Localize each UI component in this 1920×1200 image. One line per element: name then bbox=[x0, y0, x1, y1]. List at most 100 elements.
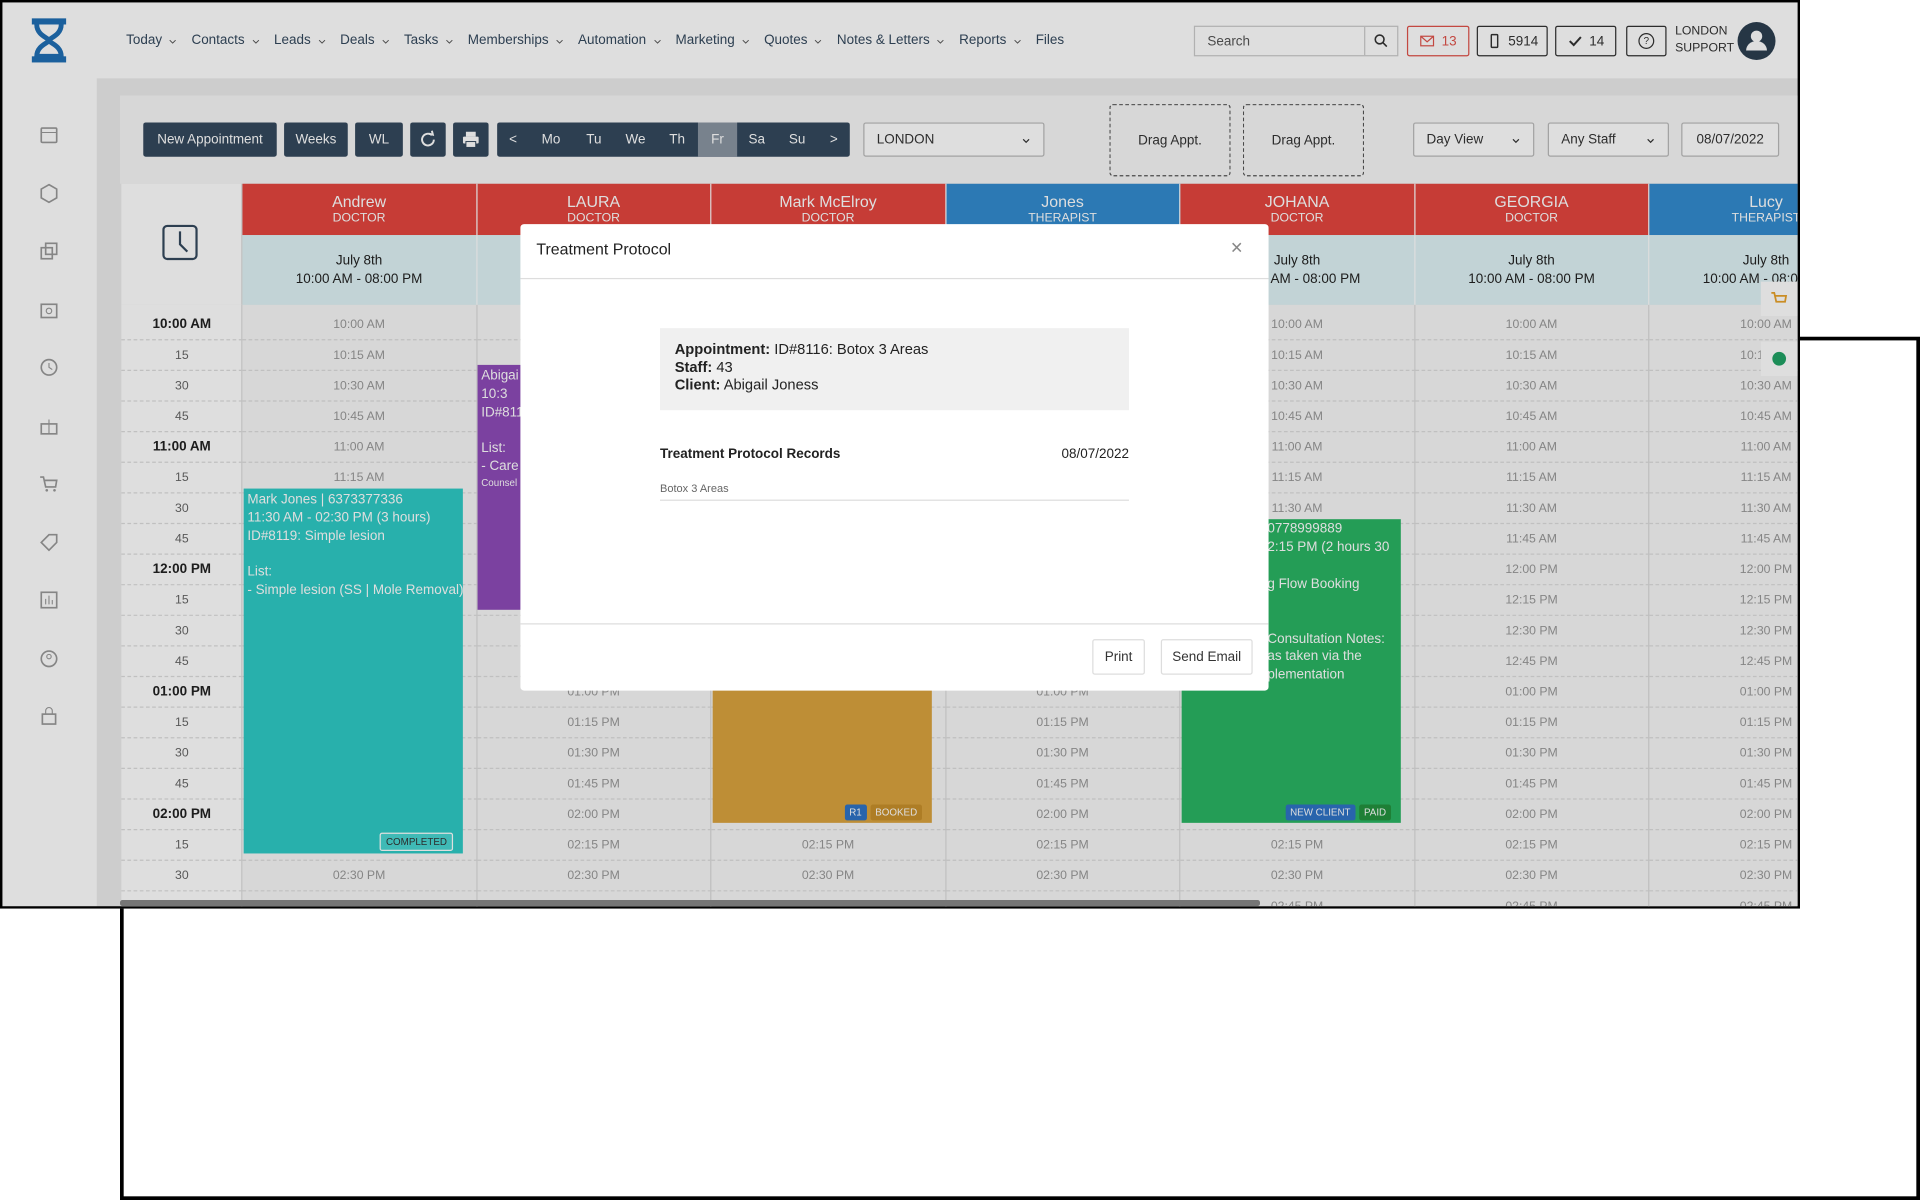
time-slot[interactable]: 12:00 PM bbox=[1414, 554, 1650, 586]
time-slot[interactable]: 01:45 PM bbox=[476, 768, 712, 800]
time-slot[interactable]: 12:45 PM bbox=[1414, 646, 1650, 678]
time-slot[interactable]: 12:15 PM bbox=[1414, 585, 1650, 616]
time-slot[interactable]: 01:15 PM bbox=[1414, 707, 1650, 739]
time-slot[interactable]: 11:45 AM bbox=[1414, 524, 1650, 555]
nav-label[interactable]: Reports bbox=[959, 33, 1007, 48]
phone-badge[interactable]: 5914 bbox=[1476, 25, 1548, 57]
time-slot[interactable]: 02:15 PM bbox=[1649, 830, 1798, 861]
nav-label[interactable]: Files bbox=[1035, 33, 1065, 48]
time-slot[interactable]: 11:00 AM bbox=[1649, 432, 1798, 463]
time-slot[interactable]: 02:30 PM bbox=[945, 860, 1181, 892]
time-slot[interactable]: 02:30 PM bbox=[476, 860, 712, 892]
nav-label[interactable]: Today bbox=[126, 33, 163, 48]
time-slot[interactable]: 02:15 PM bbox=[711, 830, 946, 861]
time-slot[interactable]: 01:30 PM bbox=[1649, 738, 1798, 769]
new-appointment-button[interactable]: New Appointment bbox=[143, 122, 277, 157]
time-slot[interactable]: 10:45 AM bbox=[1649, 402, 1798, 433]
time-slot[interactable]: 10:45 AM bbox=[1180, 401, 1415, 433]
search-box[interactable]: Search bbox=[1193, 25, 1399, 57]
time-slot[interactable]: 02:15 PM bbox=[476, 830, 712, 861]
print-button[interactable]: Print bbox=[1092, 639, 1145, 675]
nav-label[interactable]: Contacts bbox=[191, 33, 245, 48]
print-button[interactable] bbox=[453, 122, 489, 157]
drag-slot[interactable]: Drag Appt. bbox=[1109, 104, 1231, 177]
tasks-badge[interactable]: 14 bbox=[1555, 25, 1617, 57]
time-slot[interactable]: 01:45 PM bbox=[1414, 768, 1650, 800]
nav-item[interactable]: Memberships bbox=[468, 33, 565, 48]
record-item[interactable]: Botox 3 Areas bbox=[660, 482, 1129, 501]
time-slot[interactable]: 02:30 PM bbox=[242, 860, 477, 892]
time-slot[interactable]: 10:30 AM bbox=[1414, 371, 1650, 402]
nav-label[interactable]: Memberships bbox=[467, 33, 549, 48]
time-slot[interactable]: 10:45 AM bbox=[1414, 401, 1650, 433]
date-input[interactable]: 08/07/2022 bbox=[1681, 122, 1780, 157]
time-slot[interactable]: 12:30 PM bbox=[1414, 615, 1650, 647]
nav-item[interactable]: Contacts bbox=[191, 33, 260, 48]
time-slot[interactable]: 10:00 AM bbox=[1649, 310, 1798, 341]
time-slot[interactable]: 10:30 AM bbox=[1649, 371, 1798, 402]
nav-item[interactable]: Deals bbox=[340, 33, 390, 48]
mail-badge[interactable]: 13 bbox=[1406, 25, 1470, 57]
time-slot[interactable]: 10:00 AM bbox=[1180, 309, 1415, 341]
day-button[interactable]: > bbox=[829, 132, 838, 147]
nav-label[interactable]: Quotes bbox=[764, 33, 808, 48]
time-slot[interactable]: 01:30 PM bbox=[1414, 738, 1650, 769]
time-slot[interactable]: 01:45 PM bbox=[1649, 769, 1798, 800]
time-slot[interactable]: 11:15 AM bbox=[1414, 462, 1650, 494]
time-slot[interactable]: 02:15 PM bbox=[1414, 830, 1650, 861]
weeks-button[interactable]: Weeks bbox=[284, 122, 348, 157]
location-select[interactable]: LONDON bbox=[863, 122, 1045, 157]
day-button[interactable]: Mo bbox=[541, 132, 561, 147]
time-slot[interactable]: 01:15 PM bbox=[945, 707, 1181, 739]
time-slot[interactable]: 02:45 PM bbox=[1180, 891, 1415, 907]
time-slot[interactable]: 02:45 PM bbox=[1649, 891, 1797, 906]
day-button[interactable]: Th bbox=[669, 132, 686, 147]
time-slot[interactable]: 01:15 PM bbox=[476, 707, 712, 739]
time-slot[interactable]: 12:45 PM bbox=[1649, 647, 1798, 678]
send-email-button[interactable]: Send Email bbox=[1160, 639, 1253, 675]
nav-item[interactable]: Automation bbox=[578, 33, 662, 48]
time-slot[interactable]: 02:00 PM bbox=[1414, 799, 1650, 831]
time-slot[interactable]: 01:30 PM bbox=[945, 738, 1181, 769]
day-button[interactable]: We bbox=[625, 132, 646, 147]
time-slot[interactable]: 11:45 AM bbox=[1649, 524, 1798, 555]
time-slot[interactable]: 01:30 PM bbox=[476, 738, 712, 769]
time-slot[interactable]: 01:00 PM bbox=[1414, 677, 1650, 708]
staff-select[interactable]: Any Staff bbox=[1547, 122, 1669, 157]
time-slot[interactable]: 01:15 PM bbox=[1649, 708, 1798, 739]
modal-close[interactable]: × bbox=[1230, 236, 1243, 260]
time-slot[interactable]: 01:45 PM bbox=[945, 768, 1181, 800]
time-slot[interactable]: 02:15 PM bbox=[945, 830, 1181, 861]
time-slot[interactable]: 11:30 AM bbox=[1414, 493, 1650, 525]
help-button[interactable]: ? bbox=[1626, 25, 1667, 57]
nav-label[interactable]: Leads bbox=[274, 33, 311, 48]
time-slot[interactable]: 12:00 PM bbox=[1649, 555, 1798, 586]
day-button[interactable]: Sa bbox=[748, 132, 765, 147]
nav-item[interactable]: Quotes bbox=[764, 33, 823, 48]
time-slot[interactable]: 11:00 AM bbox=[242, 432, 477, 463]
time-slot[interactable]: 11:00 AM bbox=[1414, 432, 1650, 463]
time-slot[interactable]: 02:30 PM bbox=[1414, 860, 1650, 892]
time-slot[interactable]: 02:45 PM bbox=[1415, 891, 1650, 907]
drag-slot[interactable]: Drag Appt. bbox=[1242, 104, 1365, 177]
time-slot[interactable]: 10:45 AM bbox=[242, 401, 477, 433]
time-slot[interactable]: 01:00 PM bbox=[1649, 677, 1798, 708]
view-select[interactable]: Day View bbox=[1413, 122, 1535, 157]
time-slot[interactable]: 02:30 PM bbox=[1180, 860, 1415, 892]
nav-item[interactable]: Tasks bbox=[404, 33, 454, 48]
time-slot[interactable]: 10:15 AM bbox=[1180, 340, 1415, 372]
time-slot[interactable]: 11:00 AM bbox=[1180, 432, 1415, 463]
time-slot[interactable]: 02:00 PM bbox=[476, 799, 712, 831]
nav-label[interactable]: Notes & Letters bbox=[836, 33, 930, 48]
nav-item[interactable]: Notes & Letters bbox=[837, 33, 946, 48]
time-slot[interactable]: 02:00 PM bbox=[945, 799, 1181, 831]
nav-item[interactable]: Files bbox=[1036, 33, 1064, 48]
time-slot[interactable]: 02:15 PM bbox=[1180, 830, 1415, 861]
time-slot[interactable]: 10:30 AM bbox=[1180, 371, 1415, 402]
time-slot[interactable]: 11:15 AM bbox=[1649, 463, 1798, 494]
nav-item[interactable]: Today bbox=[126, 33, 178, 48]
wl-button[interactable]: WL bbox=[355, 122, 403, 157]
nav-item[interactable]: Leads bbox=[274, 33, 327, 48]
appointment[interactable]: Mark Jones | 6373377336 11:30 AM - 02:30 … bbox=[243, 488, 463, 854]
time-slot[interactable]: 02:30 PM bbox=[1649, 861, 1798, 892]
